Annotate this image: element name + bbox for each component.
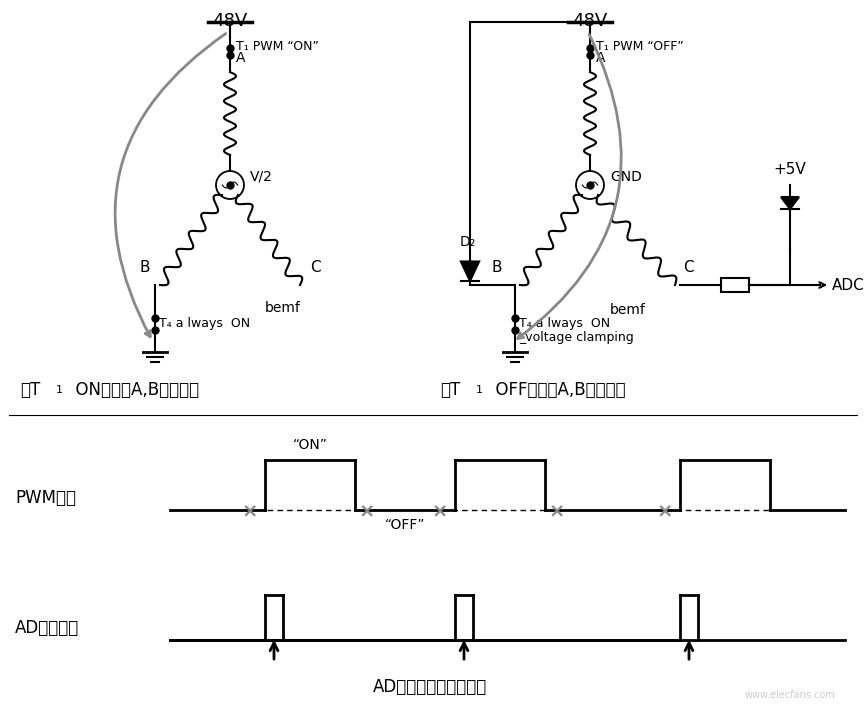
Text: ×: × — [656, 503, 673, 522]
Text: PWM信号: PWM信号 — [15, 489, 76, 507]
Text: V/2: V/2 — [250, 170, 273, 184]
Text: +5V: +5V — [773, 162, 806, 177]
Text: ON时流过A,B相的电流: ON时流过A,B相的电流 — [65, 381, 199, 399]
Text: C: C — [682, 260, 694, 275]
Bar — [721, 278, 749, 292]
Polygon shape — [461, 261, 479, 281]
Text: A: A — [596, 51, 605, 65]
Text: GND: GND — [610, 170, 642, 184]
Text: ×: × — [242, 503, 258, 522]
Text: ×: × — [432, 503, 449, 522]
Text: AD触发信号: AD触发信号 — [15, 619, 80, 637]
Text: 48V: 48V — [572, 12, 608, 30]
Text: 在T: 在T — [440, 381, 460, 399]
Text: 1: 1 — [56, 385, 63, 395]
Text: www.elecfans.com: www.elecfans.com — [745, 690, 836, 700]
Text: T₁ PWM “ON”: T₁ PWM “ON” — [236, 40, 319, 52]
Text: bemf: bemf — [610, 303, 646, 317]
Text: T₄ a lways  ON: T₄ a lways ON — [159, 317, 250, 331]
Text: C: C — [310, 260, 320, 275]
Text: ADC: ADC — [832, 278, 865, 292]
Text: AD转换在上升沿被触发: AD转换在上升沿被触发 — [373, 678, 487, 696]
Text: T₁ PWM “OFF”: T₁ PWM “OFF” — [596, 40, 684, 52]
Text: “OFF”: “OFF” — [385, 518, 425, 532]
Text: B: B — [139, 260, 150, 275]
Text: A: A — [236, 51, 245, 65]
Text: _voltage clamping: _voltage clamping — [519, 331, 634, 345]
Text: T₄ a lways  ON: T₄ a lways ON — [519, 317, 611, 331]
Text: B: B — [492, 260, 502, 275]
Text: 在T: 在T — [20, 381, 40, 399]
Text: ×: × — [549, 503, 565, 522]
Polygon shape — [781, 197, 799, 209]
Text: 48V: 48V — [212, 12, 248, 30]
Text: ×: × — [359, 503, 375, 522]
Text: OFF时流过A,B相的电流: OFF时流过A,B相的电流 — [485, 381, 625, 399]
Text: bemf: bemf — [265, 301, 301, 315]
Text: “ON”: “ON” — [293, 438, 327, 452]
Text: D₂: D₂ — [460, 235, 476, 249]
Text: 1: 1 — [476, 385, 483, 395]
